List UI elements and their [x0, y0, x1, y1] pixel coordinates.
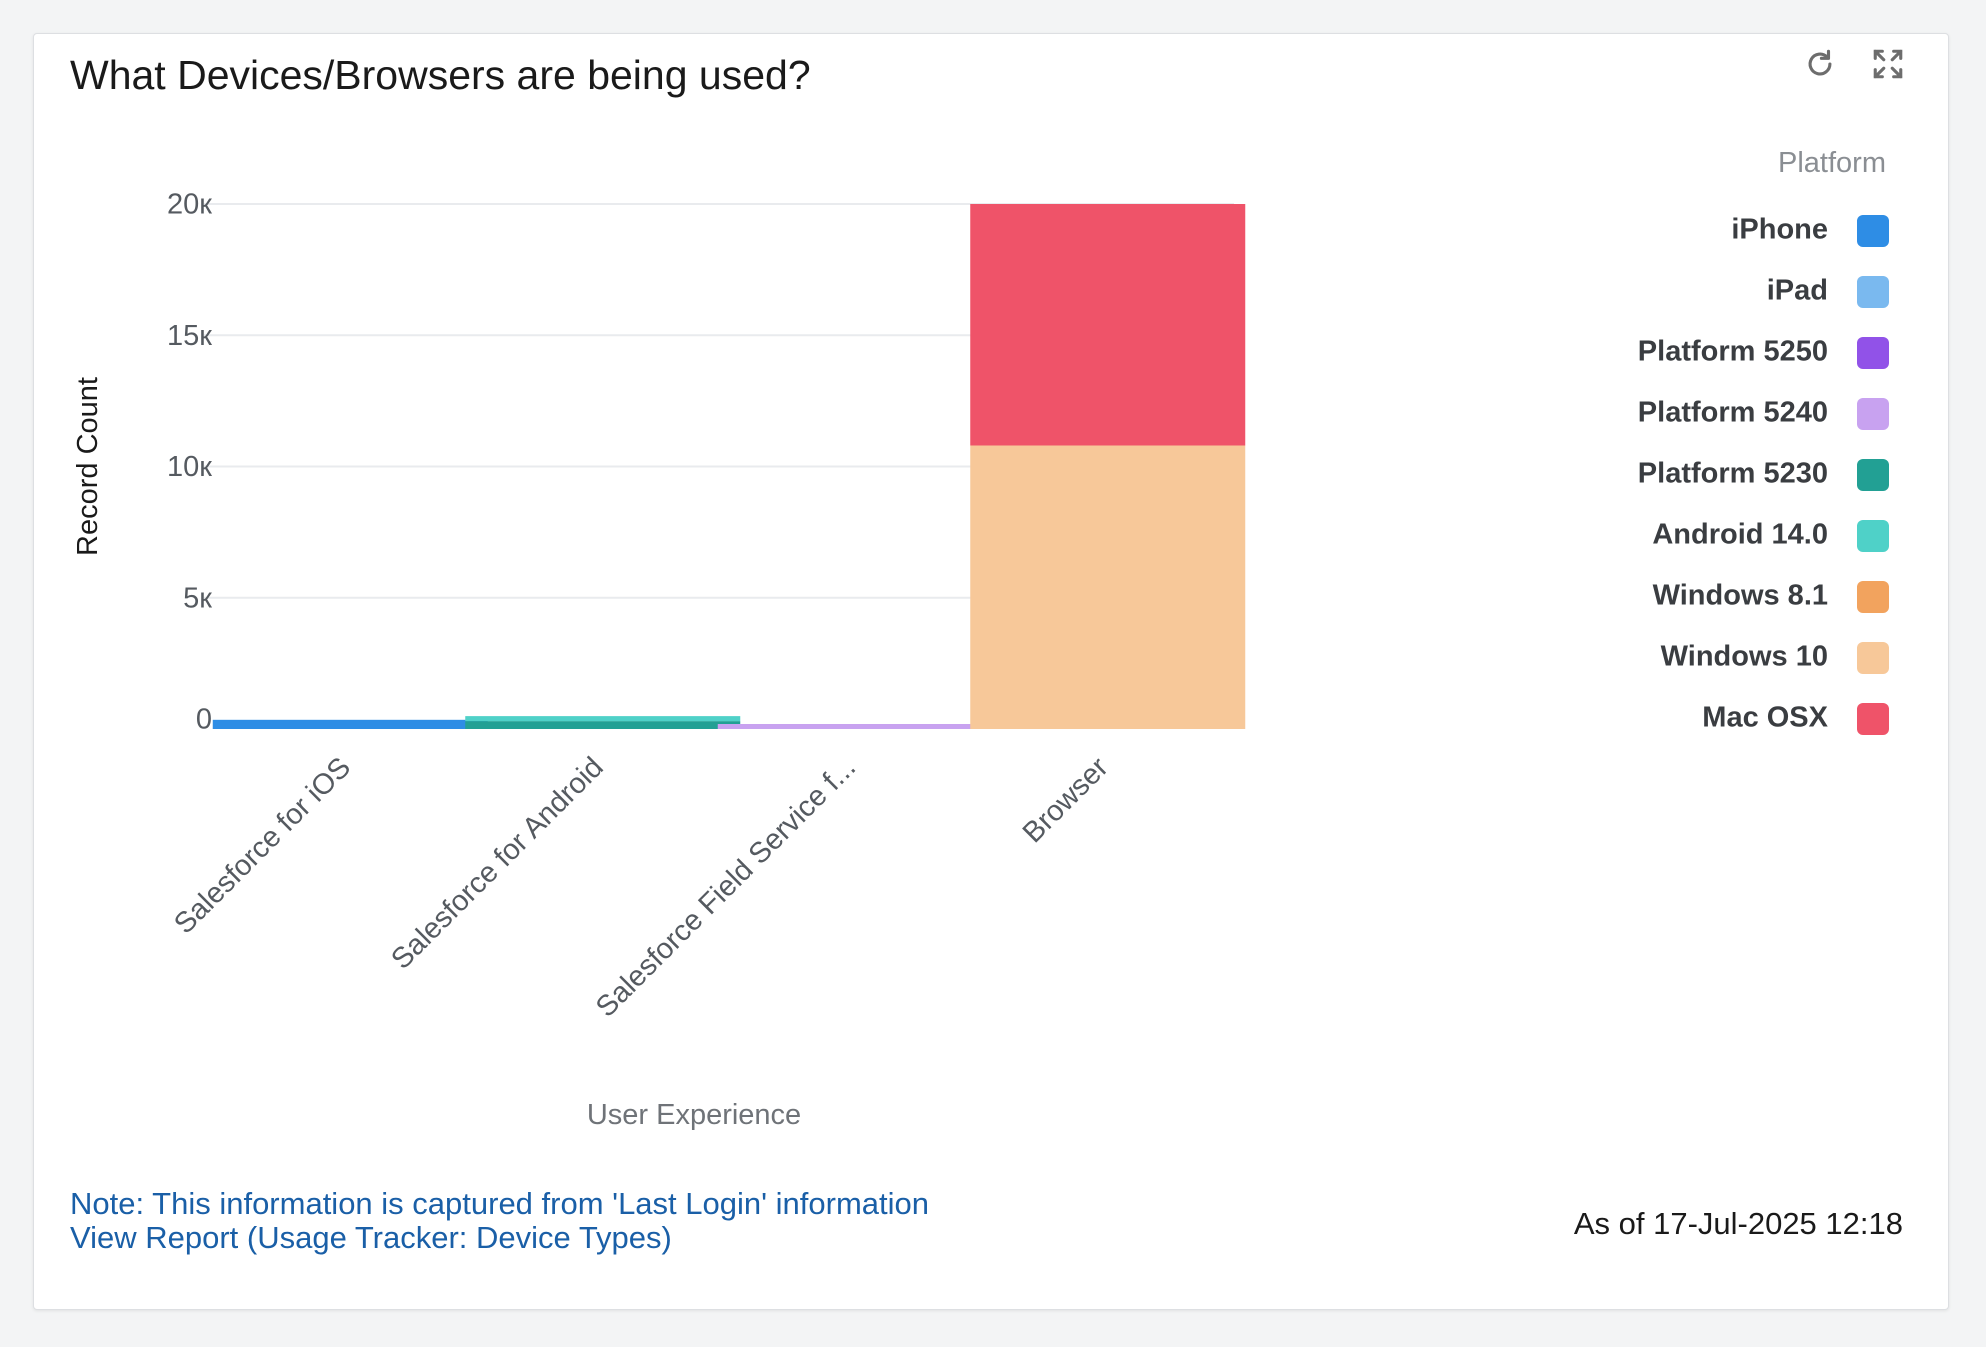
legend-swatch: [1857, 337, 1889, 369]
y-tick-label: 5к: [183, 582, 212, 614]
legend-swatch: [1857, 703, 1889, 735]
bar-segment-android-14-0: [465, 716, 741, 722]
legend-label: Platform 5240: [1638, 397, 1828, 429]
legend-label: iPhone: [1731, 214, 1828, 246]
x-tick-label: Salesforce Field Service f...: [590, 751, 862, 1023]
y-tick-label: 10к: [167, 451, 212, 483]
footer-note-block: Note: This information is captured from …: [70, 1187, 929, 1255]
legend-swatch: [1857, 520, 1889, 552]
legend-swatch: [1857, 459, 1889, 491]
legend-label: Windows 10: [1661, 641, 1828, 673]
legend-swatch: [1857, 642, 1889, 674]
y-tick-label: 15к: [167, 320, 212, 352]
refresh-icon[interactable]: [1800, 44, 1840, 84]
x-axis-title: User Experience: [587, 1099, 801, 1131]
legend-swatch: [1857, 276, 1889, 308]
bar-segment-platform-5240: [717, 724, 993, 729]
bar-segment-platform-5230: [465, 721, 741, 729]
legend-title: Platform: [1778, 147, 1886, 179]
chart-title: What Devices/Browsers are being used?: [70, 52, 811, 98]
x-tick-label: Browser: [1017, 751, 1115, 849]
bar-segment-windows-10: [970, 445, 1246, 729]
x-tick-label: Salesforce for Android: [385, 751, 609, 975]
chart-card: What Devices/Browsers are being used? 0 5…: [33, 33, 1949, 1310]
legend-label: Platform 5250: [1638, 336, 1828, 368]
legend-swatch: [1857, 398, 1889, 430]
as-of-timestamp: As of 17-Jul-2025 12:18: [1573, 1206, 1903, 1241]
legend-swatch: [1857, 215, 1889, 247]
legend-swatch: [1857, 581, 1889, 613]
legend-label: Platform 5230: [1638, 458, 1828, 490]
legend-label: Windows 8.1: [1653, 580, 1828, 612]
y-tick-label: 20к: [167, 189, 212, 221]
y-tick-label: 0: [196, 704, 212, 736]
legend-label: Android 14.0: [1652, 519, 1828, 551]
stacked-bar-chart: 0 5к 10к 15к 20к Record Count Salesforce for i…: [72, 147, 1889, 1131]
x-tick-label: Salesforce for iOS: [168, 751, 357, 940]
y-axis-title: Record Count: [72, 377, 104, 556]
bar-segment-mac-osx: [970, 204, 1246, 446]
legend-label: iPad: [1767, 275, 1828, 307]
expand-icon[interactable]: [1868, 44, 1908, 84]
view-report-link[interactable]: View Report (Usage Tracker: Device Types…: [70, 1220, 672, 1255]
legend-label: Mac OSX: [1702, 702, 1828, 734]
last-login-note[interactable]: Note: This information is captured from …: [70, 1186, 930, 1221]
bar-segment-iphone: [212, 719, 488, 729]
